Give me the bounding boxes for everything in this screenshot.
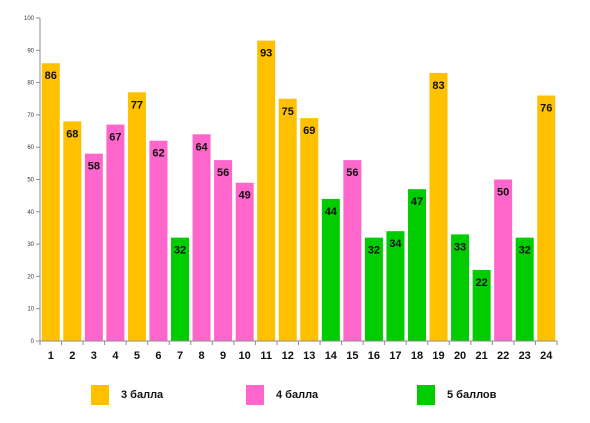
- data-label: 32: [519, 245, 531, 257]
- bar: [278, 98, 297, 341]
- data-label: 56: [346, 167, 358, 179]
- bar: [63, 121, 82, 341]
- data-label: 69: [303, 125, 315, 137]
- x-tick-label: 22: [497, 350, 509, 362]
- bar: [515, 237, 534, 341]
- data-label: 67: [109, 132, 121, 144]
- data-label: 49: [239, 190, 251, 202]
- x-tick-label: 15: [346, 350, 358, 362]
- legend-label-4-balla: 4 балла: [276, 389, 319, 401]
- x-tick-label: 1: [48, 350, 54, 362]
- bar: [472, 269, 491, 341]
- legend-swatch-3-balla: [91, 385, 109, 405]
- x-tick-label: 2: [69, 350, 75, 362]
- data-label: 62: [152, 148, 164, 160]
- legend-item-3-balla: 3 балла: [91, 384, 163, 406]
- bar: [429, 72, 448, 341]
- y-axis: 0 10 20 30 40 50 60 70 80 90 100: [24, 16, 41, 345]
- bar: [321, 198, 340, 341]
- legend-item-5-ballov: 5 баллов: [417, 384, 496, 406]
- y-tick-label: 40: [27, 210, 34, 216]
- x-tick-label: 9: [220, 350, 226, 362]
- x-tick-label: 19: [432, 350, 444, 362]
- bar: [41, 63, 60, 341]
- bar: [451, 234, 470, 341]
- bars: 86 68 58 67 77 62 32 64 56 49 93 75 69 44 56 32 34 47 83 33…: [41, 40, 556, 342]
- data-label: 56: [217, 167, 229, 179]
- data-label: 32: [174, 245, 186, 257]
- y-tick-label: 100: [24, 16, 35, 22]
- bar: [494, 179, 513, 341]
- bar: [106, 124, 125, 341]
- bar: [407, 189, 426, 341]
- data-label: 34: [389, 238, 402, 250]
- data-label: 75: [282, 106, 294, 118]
- x-axis: 1 2 3 4 5 6 7 8 9 10 11 12 13 14 15 16 17 18 19 20 21 22 23 24: [39, 340, 558, 362]
- bar: [537, 95, 556, 342]
- y-tick-label: 10: [27, 307, 34, 313]
- x-tick-label: 17: [389, 350, 401, 362]
- bar: [386, 231, 405, 341]
- y-tick-label: 80: [27, 81, 34, 87]
- bar: [343, 160, 362, 341]
- data-label: 68: [66, 128, 78, 140]
- bar: [235, 182, 254, 341]
- y-tick-label: 60: [27, 145, 34, 151]
- x-tick-label: 4: [112, 350, 119, 362]
- x-tick-label: 11: [260, 350, 272, 362]
- x-tick-label: 20: [454, 350, 466, 362]
- legend-item-4-balla: 4 балла: [246, 384, 318, 406]
- x-tick-label: 23: [519, 350, 531, 362]
- data-label: 76: [540, 103, 552, 115]
- data-label: 32: [368, 245, 380, 257]
- x-tick-label: 8: [199, 350, 205, 362]
- bar: [300, 118, 319, 341]
- legend-swatch-5-ballov: [417, 385, 435, 405]
- x-tick-label: 21: [475, 350, 487, 362]
- y-tick-label: 30: [27, 242, 34, 248]
- bar: [84, 153, 103, 341]
- data-label: 77: [131, 99, 143, 111]
- x-tick-label: 6: [155, 350, 161, 362]
- bar: [192, 134, 211, 341]
- data-label: 93: [260, 48, 272, 60]
- x-tick-label: 12: [282, 350, 294, 362]
- data-label: 44: [325, 206, 338, 218]
- data-label: 64: [195, 141, 208, 153]
- y-tick-label: 90: [27, 48, 34, 54]
- x-tick-label: 24: [540, 350, 553, 362]
- y-tick-label: 50: [27, 178, 34, 184]
- y-tick-label: 0: [31, 339, 35, 345]
- x-tick-label: 5: [134, 350, 140, 362]
- x-tick-label: 16: [368, 350, 380, 362]
- bar: [171, 237, 190, 341]
- x-tick-label: 13: [303, 350, 315, 362]
- data-label: 22: [475, 277, 487, 289]
- data-label: 86: [45, 70, 57, 82]
- y-tick-label: 70: [27, 113, 34, 119]
- bar: [214, 160, 233, 341]
- data-label: 58: [88, 161, 100, 173]
- x-tick-label: 14: [325, 350, 338, 362]
- data-label: 83: [432, 80, 444, 92]
- data-label: 33: [454, 241, 466, 253]
- x-tick-label: 10: [239, 350, 251, 362]
- bar: [364, 237, 383, 341]
- data-label: 50: [497, 187, 509, 199]
- bar: [257, 40, 276, 342]
- data-label: 47: [411, 196, 423, 208]
- legend-swatch-4-balla: [246, 385, 264, 405]
- legend-label-5-ballov: 5 баллов: [447, 389, 497, 401]
- legend-label-3-balla: 3 балла: [121, 389, 164, 401]
- x-tick-label: 18: [411, 350, 423, 362]
- bar: [127, 92, 146, 341]
- y-tick-label: 20: [27, 274, 34, 280]
- x-tick-label: 7: [177, 350, 183, 362]
- bar: [149, 140, 168, 341]
- x-tick-label: 3: [91, 350, 97, 362]
